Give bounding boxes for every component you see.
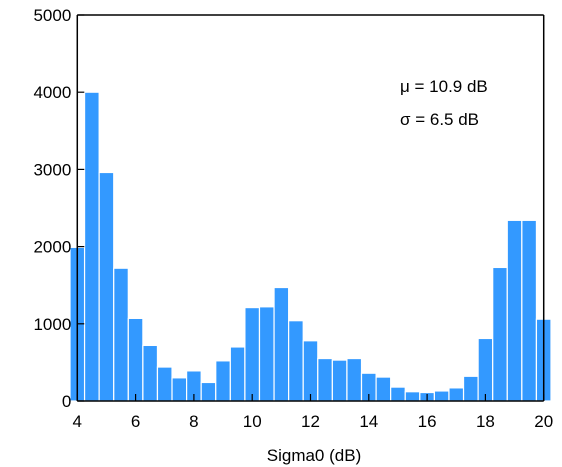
- histogram-bar: [171, 377, 188, 402]
- histogram-bar: [83, 91, 100, 402]
- x-tick-label: 12: [301, 412, 320, 431]
- x-tick-label: 10: [243, 412, 262, 431]
- histogram-bar: [244, 306, 261, 402]
- annotation-stddev: σ = 6.5 dB: [400, 110, 479, 129]
- histogram-bar: [200, 381, 217, 402]
- histogram-bar: [506, 219, 523, 402]
- histogram-bar: [433, 390, 450, 402]
- histogram-bar: [288, 320, 304, 402]
- x-tick-label: 18: [476, 412, 495, 431]
- histogram-bar: [273, 286, 290, 402]
- histogram-bar: [98, 171, 115, 402]
- histogram-bar: [375, 376, 392, 402]
- histogram-bar: [462, 375, 479, 402]
- histogram-bar: [258, 306, 275, 402]
- x-tick-label: 16: [418, 412, 437, 431]
- histogram-bar: [317, 357, 333, 402]
- histogram-bar: [156, 366, 173, 402]
- histogram-bar: [113, 267, 129, 402]
- histogram-bar: [127, 317, 144, 402]
- x-tick-label: 14: [359, 412, 378, 431]
- histogram-bar: [302, 340, 319, 402]
- y-tick-label: 1000: [33, 315, 71, 334]
- y-tick-label: 3000: [33, 160, 71, 179]
- histogram-bar: [404, 391, 421, 402]
- y-tick-label: 2000: [33, 238, 71, 257]
- histogram-bar: [448, 387, 465, 402]
- y-tick-label: 5000: [33, 6, 71, 25]
- histogram-bar: [229, 346, 246, 402]
- histogram-bar: [390, 386, 406, 402]
- x-tick-label: 4: [73, 412, 82, 431]
- histogram-bar: [142, 344, 159, 402]
- annotation-mean: μ = 10.9 dB: [400, 77, 488, 96]
- histogram-bar: [331, 359, 348, 402]
- bars-group: [69, 91, 552, 402]
- x-tick-label: 6: [131, 412, 140, 431]
- y-tick-label: 4000: [33, 83, 71, 102]
- histogram-bar: [215, 360, 231, 402]
- ticks-group: 0 1000 2000 3000 4000 5000 4 6 8 10 12 14 16 18 20: [33, 6, 553, 431]
- histogram-bar: [521, 219, 538, 402]
- x-tick-label: 20: [534, 412, 553, 431]
- axes-group: [76, 14, 545, 402]
- histogram-bar: [492, 266, 508, 402]
- y-tick-label: 0: [62, 392, 71, 411]
- histogram-bar: [477, 337, 494, 402]
- x-axis-label: Sigma0 (dB): [267, 446, 361, 465]
- histogram-bar: [346, 357, 363, 402]
- x-tick-label: 8: [189, 412, 198, 431]
